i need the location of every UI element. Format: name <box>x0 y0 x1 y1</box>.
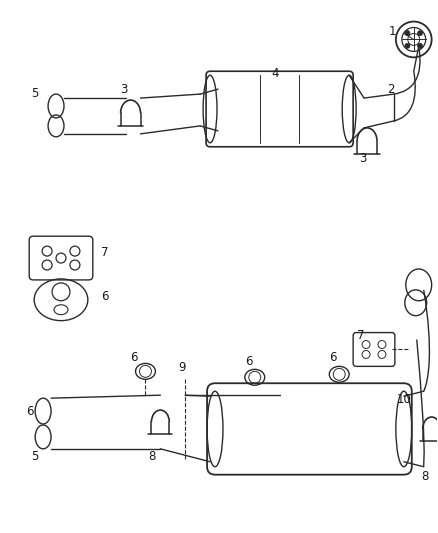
Text: 7: 7 <box>101 246 108 259</box>
Circle shape <box>405 43 410 49</box>
Text: 8: 8 <box>422 470 429 483</box>
Text: 6: 6 <box>131 351 138 364</box>
Text: 6: 6 <box>26 405 34 417</box>
Text: 6: 6 <box>101 290 108 303</box>
Text: 7: 7 <box>357 329 364 342</box>
Text: 3: 3 <box>359 152 367 165</box>
Text: 4: 4 <box>272 67 279 80</box>
Circle shape <box>417 43 423 49</box>
Text: 3: 3 <box>120 83 128 95</box>
Circle shape <box>417 30 423 36</box>
Text: 6: 6 <box>329 351 337 364</box>
Text: 2: 2 <box>387 83 395 95</box>
Text: 1: 1 <box>389 25 396 38</box>
Text: 5: 5 <box>31 86 39 100</box>
Circle shape <box>405 30 410 36</box>
Text: 9: 9 <box>178 361 186 374</box>
Text: 10: 10 <box>397 393 412 406</box>
Text: 5: 5 <box>31 450 39 463</box>
Text: 8: 8 <box>148 450 156 463</box>
Text: 6: 6 <box>245 355 252 368</box>
